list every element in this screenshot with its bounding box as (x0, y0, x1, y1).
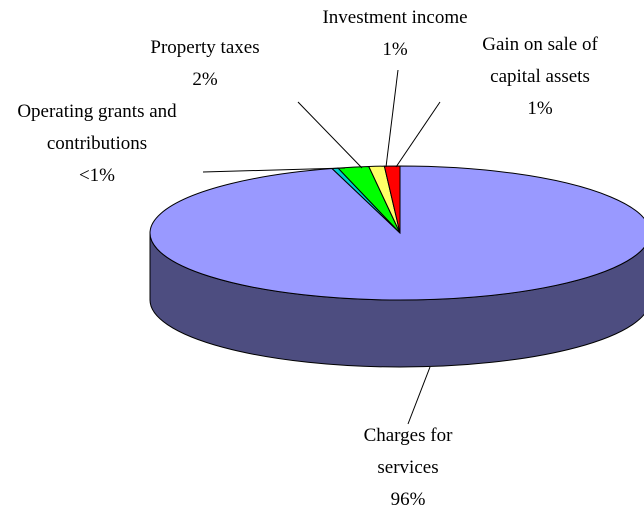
slice-name: Charges for services (363, 425, 453, 478)
slice-label: Operating grants and contributions <1% (8, 96, 186, 192)
slice-value: 96% (390, 489, 426, 510)
slice-label: Property taxes 2% (130, 32, 280, 96)
leader-line (407, 366, 431, 425)
slice-name: Investment income (322, 7, 468, 28)
leader-line (202, 167, 346, 173)
leader-line (297, 101, 363, 169)
slice-value: 1% (527, 98, 553, 119)
slice-name: Gain on sale of capital assets (482, 34, 598, 87)
slice-value: 2% (192, 69, 218, 90)
pie-slice (383, 165, 401, 234)
slice-value: 1% (382, 39, 408, 60)
slice-label: Gain on sale of capital assets 1% (460, 29, 620, 125)
slice-value: <1% (78, 165, 116, 186)
slice-label: Investment income 1% (295, 2, 495, 66)
slice-name: Property taxes (150, 37, 260, 58)
leader-line (395, 101, 441, 168)
leader-line (385, 69, 399, 168)
slice-name: Operating grants and contributions (17, 101, 177, 154)
slice-label: Charges for services 96% (348, 420, 468, 510)
pie-slice (149, 165, 644, 301)
